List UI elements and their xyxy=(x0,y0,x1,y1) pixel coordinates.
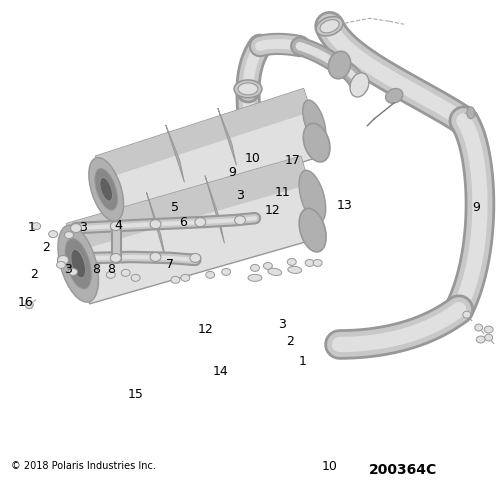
Ellipse shape xyxy=(222,268,230,276)
Ellipse shape xyxy=(95,168,118,210)
Text: © 2018 Polaris Industries Inc.: © 2018 Polaris Industries Inc. xyxy=(12,461,156,471)
Ellipse shape xyxy=(474,324,482,331)
Text: 15: 15 xyxy=(128,388,144,400)
Text: 5: 5 xyxy=(172,201,179,214)
Ellipse shape xyxy=(234,80,262,98)
Text: 10: 10 xyxy=(244,152,260,164)
Ellipse shape xyxy=(110,254,121,262)
Ellipse shape xyxy=(58,225,98,302)
Text: 9: 9 xyxy=(228,166,236,179)
Text: 2: 2 xyxy=(286,336,294,348)
Ellipse shape xyxy=(350,73,369,97)
Ellipse shape xyxy=(484,334,492,341)
Ellipse shape xyxy=(68,268,78,276)
Ellipse shape xyxy=(313,260,322,266)
Ellipse shape xyxy=(250,264,260,272)
Ellipse shape xyxy=(110,222,121,230)
Ellipse shape xyxy=(328,52,350,79)
Polygon shape xyxy=(96,88,325,222)
Ellipse shape xyxy=(288,258,296,266)
Text: 2: 2 xyxy=(42,241,50,254)
Ellipse shape xyxy=(26,300,33,308)
Text: 16: 16 xyxy=(18,296,33,308)
Polygon shape xyxy=(66,156,324,304)
Ellipse shape xyxy=(206,272,214,278)
Polygon shape xyxy=(146,192,166,260)
Text: 7: 7 xyxy=(166,258,174,272)
Text: 2: 2 xyxy=(30,268,38,281)
Text: 4: 4 xyxy=(114,218,122,232)
Text: 14: 14 xyxy=(212,366,228,378)
Polygon shape xyxy=(218,108,236,166)
Ellipse shape xyxy=(299,208,326,252)
Text: 11: 11 xyxy=(274,186,290,200)
Ellipse shape xyxy=(58,256,68,264)
Ellipse shape xyxy=(56,262,66,268)
Ellipse shape xyxy=(320,20,339,33)
Text: 1: 1 xyxy=(298,356,306,368)
Ellipse shape xyxy=(268,268,281,276)
Text: 6: 6 xyxy=(179,216,187,229)
Polygon shape xyxy=(96,88,311,180)
Text: 200364C: 200364C xyxy=(370,462,438,476)
Ellipse shape xyxy=(106,272,116,278)
Ellipse shape xyxy=(299,170,326,223)
Ellipse shape xyxy=(171,276,180,283)
Text: 3: 3 xyxy=(80,221,88,234)
Ellipse shape xyxy=(463,311,471,318)
Text: 3: 3 xyxy=(236,189,244,202)
Text: 3: 3 xyxy=(278,318,286,331)
Polygon shape xyxy=(66,156,309,252)
Ellipse shape xyxy=(181,274,190,281)
Ellipse shape xyxy=(71,250,86,278)
Text: 12: 12 xyxy=(198,323,213,336)
Ellipse shape xyxy=(195,218,205,226)
Text: 8: 8 xyxy=(107,264,115,276)
Text: 12: 12 xyxy=(264,204,280,216)
Ellipse shape xyxy=(121,270,130,276)
Ellipse shape xyxy=(238,83,258,95)
Ellipse shape xyxy=(264,262,272,270)
Ellipse shape xyxy=(476,336,485,343)
Ellipse shape xyxy=(316,16,343,36)
Ellipse shape xyxy=(150,252,161,262)
Ellipse shape xyxy=(32,222,40,230)
Ellipse shape xyxy=(234,216,246,224)
Ellipse shape xyxy=(484,326,493,333)
Text: 10: 10 xyxy=(322,460,338,473)
Text: 17: 17 xyxy=(284,154,300,167)
Text: 13: 13 xyxy=(336,198,352,212)
Ellipse shape xyxy=(48,230,58,237)
Ellipse shape xyxy=(100,178,112,201)
Ellipse shape xyxy=(288,266,302,274)
Ellipse shape xyxy=(70,224,82,232)
Ellipse shape xyxy=(467,107,474,118)
Ellipse shape xyxy=(305,260,314,266)
Ellipse shape xyxy=(131,274,140,281)
Text: 8: 8 xyxy=(92,264,100,276)
Text: 1: 1 xyxy=(28,221,35,234)
Ellipse shape xyxy=(64,232,74,238)
Ellipse shape xyxy=(304,124,330,162)
Ellipse shape xyxy=(65,238,92,289)
Polygon shape xyxy=(166,125,184,182)
Ellipse shape xyxy=(303,100,326,144)
Ellipse shape xyxy=(150,220,161,228)
Ellipse shape xyxy=(190,254,201,262)
Polygon shape xyxy=(205,176,225,244)
Text: 3: 3 xyxy=(64,264,72,276)
Ellipse shape xyxy=(248,274,262,281)
Text: 9: 9 xyxy=(472,201,480,214)
Ellipse shape xyxy=(89,158,124,221)
Ellipse shape xyxy=(386,88,403,103)
